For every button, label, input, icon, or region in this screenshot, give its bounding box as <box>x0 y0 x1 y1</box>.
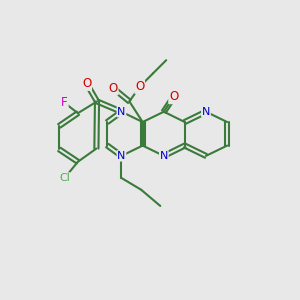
Text: O: O <box>169 91 178 103</box>
Text: O: O <box>109 82 118 95</box>
Text: Cl: Cl <box>59 173 70 183</box>
Text: N: N <box>117 107 126 117</box>
Text: O: O <box>82 77 91 90</box>
Text: N: N <box>117 151 126 161</box>
Text: O: O <box>135 80 144 93</box>
Text: F: F <box>61 96 68 110</box>
Text: N: N <box>202 107 210 117</box>
Text: N: N <box>160 151 168 161</box>
